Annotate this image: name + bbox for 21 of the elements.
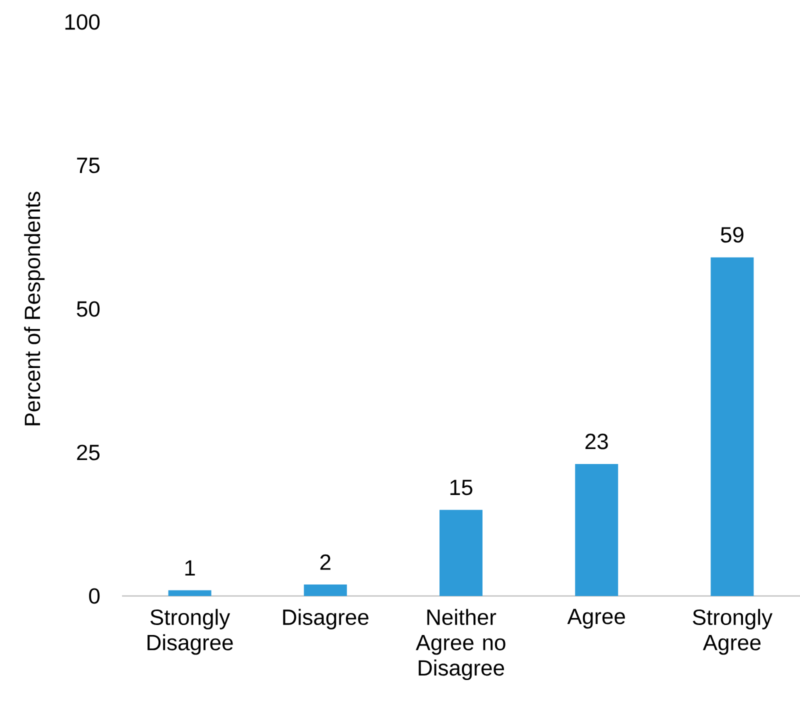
data-label: 23 xyxy=(585,434,608,450)
bar xyxy=(575,464,618,596)
data-label: 15 xyxy=(450,480,472,496)
x-tick-label: Agree xyxy=(567,608,625,629)
y-tick-label: 0 xyxy=(89,588,100,604)
x-tick-label: Strongly Disagree xyxy=(148,608,233,655)
data-label: 59 xyxy=(720,227,744,243)
data-label: 1 xyxy=(185,560,195,576)
y-tick-label: 100 xyxy=(65,14,100,30)
x-tick-label: Neither Agree no Disagree xyxy=(416,608,506,680)
bar xyxy=(440,510,483,596)
data-label: 2 xyxy=(320,554,330,570)
x-tick-label: Disagree xyxy=(283,608,368,630)
bar xyxy=(710,257,754,596)
x-tick-label: Strongly Agree xyxy=(692,608,772,655)
y-tick-label: 75 xyxy=(77,158,100,174)
y-tick-label: 50 xyxy=(76,301,100,317)
y-tick-label: 25 xyxy=(77,444,100,460)
y-axis-title: Percent of Respondents xyxy=(24,192,45,426)
bar xyxy=(168,590,212,596)
bar xyxy=(304,584,347,596)
